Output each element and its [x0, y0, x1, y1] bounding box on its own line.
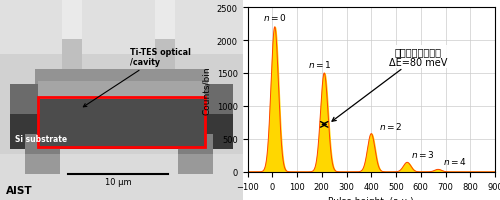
Text: $n=1$: $n=1$ [308, 59, 332, 70]
Text: エネルギー分解能
ΔE=80 meV: エネルギー分解能 ΔE=80 meV [332, 46, 448, 122]
Text: Ti-TES optical
/cavity: Ti-TES optical /cavity [84, 47, 191, 107]
Text: 10 μm: 10 μm [104, 177, 132, 186]
Text: AIST: AIST [6, 185, 32, 195]
Bar [38, 98, 205, 147]
Text: $n=4$: $n=4$ [442, 155, 466, 166]
Text: Si substrate: Si substrate [15, 134, 67, 143]
X-axis label: Pulse height  (a.u.): Pulse height (a.u.) [328, 196, 414, 200]
Text: $n=3$: $n=3$ [412, 148, 435, 159]
Text: $n=2$: $n=2$ [378, 120, 402, 131]
Y-axis label: Counts/bin: Counts/bin [202, 66, 211, 114]
Text: $n=0$: $n=0$ [263, 12, 286, 23]
